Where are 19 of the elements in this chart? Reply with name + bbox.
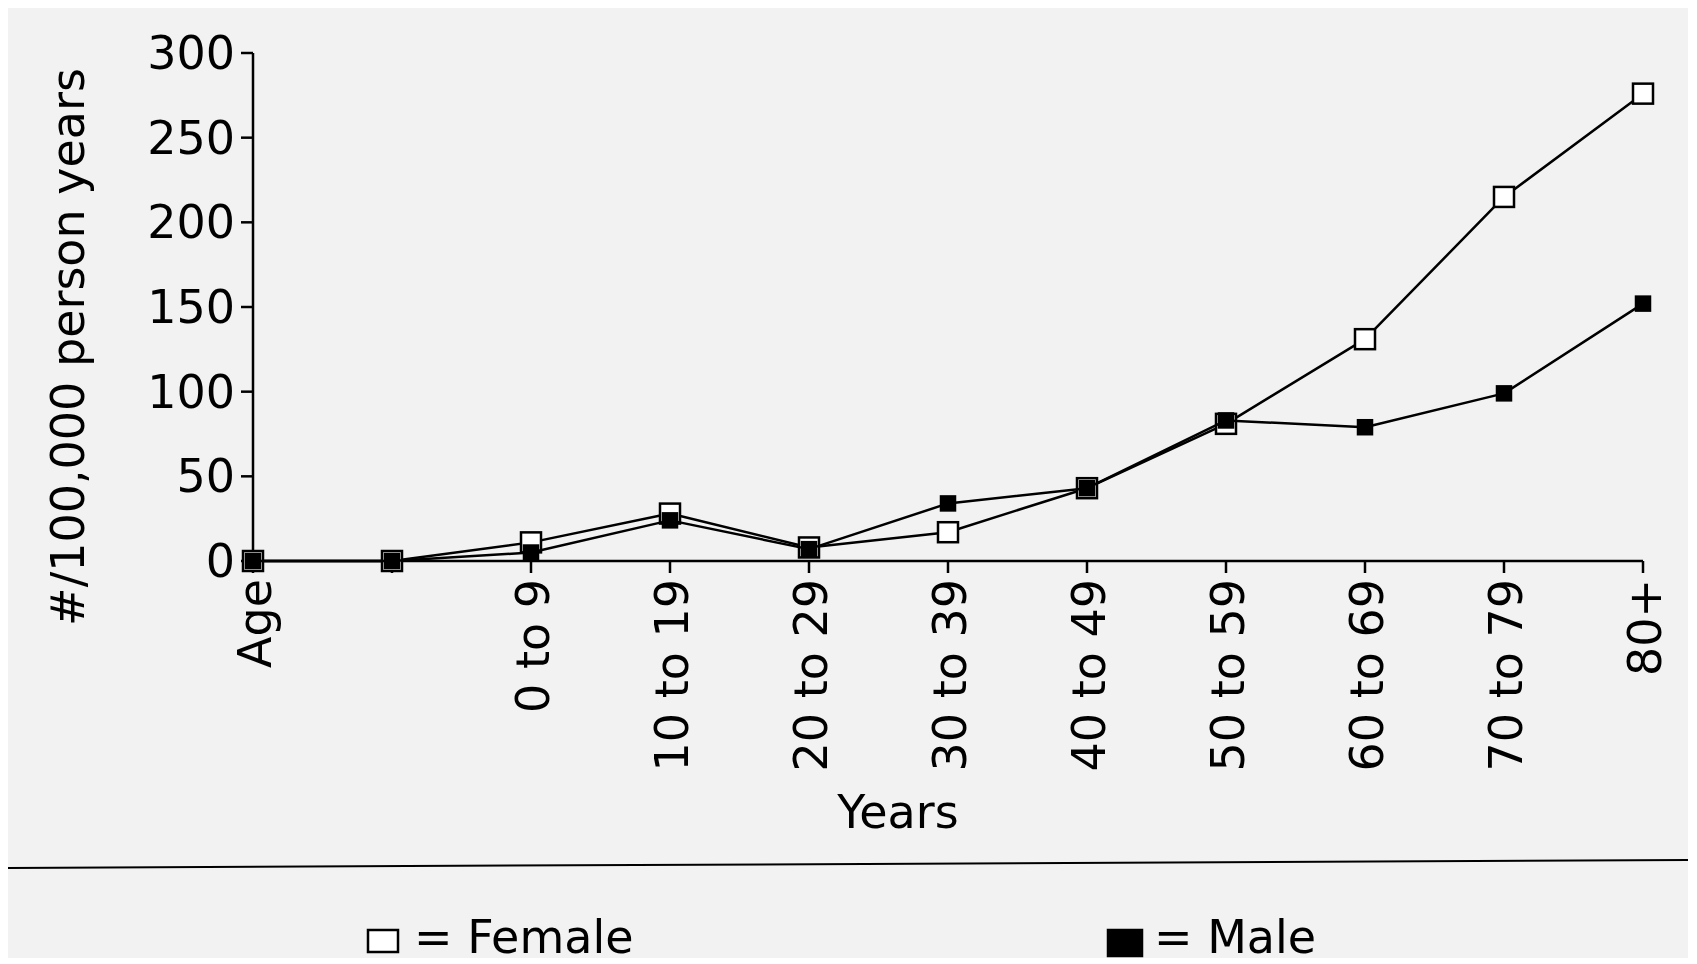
- y-tick-label: 250: [147, 110, 235, 165]
- y-tick-label: 50: [176, 449, 235, 504]
- x-tick-label: 50 to 59: [1201, 579, 1255, 772]
- x-tick-label: 0 to 9: [506, 579, 560, 713]
- y-tick-label: 100: [147, 364, 235, 419]
- y-tick-label: 150: [147, 280, 235, 334]
- legend-label: = Female: [414, 910, 634, 964]
- x-tick-label: 20 to 29: [784, 579, 838, 772]
- x-tick-label: 40 to 49: [1062, 579, 1116, 772]
- x-axis-title: Years: [836, 785, 959, 839]
- legend-label: = Male: [1154, 910, 1317, 964]
- x-tick-label: 60 to 69: [1340, 579, 1394, 772]
- x-tick-label: 70 to 79: [1479, 579, 1533, 772]
- y-tick-label: 300: [147, 26, 235, 80]
- x-tick-label: 10 to 19: [645, 579, 699, 772]
- x-tick-label: 80+: [1618, 579, 1672, 677]
- y-tick-label: 200: [147, 195, 235, 250]
- y-axis-title: #/100,000 person years: [41, 68, 95, 626]
- x-tick-label: 30 to 39: [923, 579, 977, 772]
